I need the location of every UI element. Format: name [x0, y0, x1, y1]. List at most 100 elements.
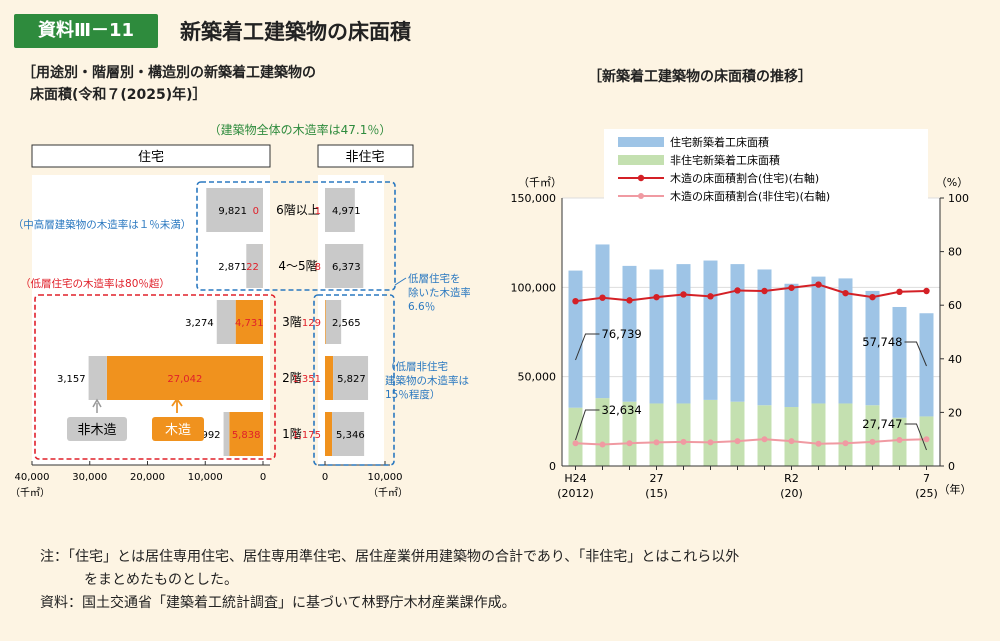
floor-category-label: 4～5階 — [278, 258, 317, 273]
nonwood-tag: 非木造 — [77, 423, 116, 438]
nonresidential-wood-bar — [325, 412, 333, 456]
right-y-tick-label: 100 — [948, 192, 969, 205]
wood-share-nonresidential-point — [923, 436, 930, 443]
residential-nonwood-bar — [223, 412, 230, 456]
legend-label: 非住宅新築着工床面積 — [670, 153, 780, 167]
x-tick-label-bottom: (20) — [780, 487, 803, 500]
residential-nonwood-bar — [88, 356, 107, 400]
nonresidential-wood-value: 1,175 — [292, 430, 321, 441]
nonresidential-area-bar — [676, 403, 691, 466]
nonresidential-nonwood-bar — [325, 188, 355, 232]
wood-share-residential-point — [869, 293, 876, 301]
low-rise-excl-note-line: 6.6％ — [408, 301, 435, 313]
nonresidential-nonwood-value: 5,827 — [337, 374, 366, 385]
wood-tag: 木造 — [165, 423, 191, 438]
nonresidential-area-bar — [622, 401, 637, 466]
wood-share-residential-line — [575, 283, 927, 303]
x-tick-label-top: 27 — [650, 472, 664, 485]
left-chart-subtitle: ［用途別・階層別・構造別の新築着工建築物の 床面積(令和７(2025)年)］ — [22, 62, 316, 106]
legend-label: 木造の床面積割合(住宅)(右軸) — [670, 171, 819, 185]
residential-area-bar — [811, 276, 826, 404]
annotation-residential-2012: 76,739 — [602, 327, 642, 341]
residential-wood-value: 5,838 — [232, 430, 261, 441]
x-tick-label-top: 7 — [923, 472, 930, 485]
page-title: 新築着工建築物の床面積 — [180, 20, 411, 44]
nonresidential-x-tick-label: 0 — [322, 472, 328, 483]
wood-share-residential-point — [599, 294, 606, 301]
nonresidential-area-bar — [784, 407, 799, 466]
nonresidential-nonwood-value: 2,565 — [332, 318, 361, 329]
mid-high-rise-callout — [196, 181, 396, 291]
nonresidential-area-bar — [730, 401, 745, 466]
residential-x-tick-label: 30,000 — [72, 472, 107, 483]
wood-share-residential-point — [572, 297, 579, 305]
right-y-tick-label: 40 — [948, 353, 962, 366]
annotation-leader — [575, 409, 600, 441]
wood-share-nonresidential-point — [572, 440, 579, 447]
residential-wood-value: 0 — [253, 206, 259, 217]
right-y-unit: （%） — [936, 176, 968, 189]
residential-wood-bar — [235, 300, 263, 344]
annotation-residential-2025: 57,748 — [862, 335, 902, 349]
legend-swatch-nonresidential — [618, 155, 664, 165]
nonresidential-nonwood-bar — [325, 300, 342, 344]
right-y-tick-label: 60 — [948, 299, 962, 312]
wood-share-nonresidential-point — [788, 438, 795, 445]
left-axis-unit: （千㎡） — [10, 487, 50, 499]
left-subtitle-line1: ［用途別・階層別・構造別の新築着工建築物の — [22, 65, 316, 81]
wood-share-residential-point — [653, 293, 660, 301]
nonresidential-area-bar — [838, 403, 853, 466]
mid-high-rise-note: （中高層建築物の木造率は１％未満） — [13, 218, 192, 231]
nonresidential-wood-value: 1 — [315, 206, 321, 217]
x-axis-unit: （年） — [939, 482, 972, 496]
wood-share-nonresidential-point — [842, 440, 849, 447]
legend-label: 住宅新築着工床面積 — [670, 135, 769, 149]
legend-swatch-residential — [618, 137, 664, 147]
low-rise-residential-note: （低層住宅の木造率は80％超） — [20, 277, 170, 290]
wood-share-nonresidential-point — [680, 438, 687, 445]
wood-share-nonresidential-point — [761, 436, 768, 443]
wood-share-nonresidential-point — [707, 439, 714, 446]
source-line: 資料：国土交通省「建築着工統計調査」に基づいて林野庁木材産業課作成。 — [40, 595, 516, 611]
left-y-tick-label: 150,000 — [511, 192, 557, 205]
residential-nonwood-value: 3,157 — [57, 374, 86, 385]
nonresidential-area-bar — [703, 399, 718, 466]
nonresidential-nonwood-bar — [332, 412, 365, 456]
note-line-cont: をまとめたものとした。 — [84, 572, 238, 588]
floor-area-trend-chart: 0 50,000 100,000 150,000 0 20 40 60 80 100 （千㎡） （%）… — [511, 129, 972, 500]
nonresidential-wood-value: 129 — [302, 318, 321, 329]
nonresidential-area-bar — [811, 403, 826, 466]
residential-area-bar — [676, 264, 691, 404]
wood-share-nonresidential-point — [815, 440, 822, 447]
residential-area-bar — [703, 260, 718, 400]
left-y-unit: （千㎡） — [518, 176, 562, 189]
residential-x-tick-label: 10,000 — [188, 472, 223, 483]
floor-category-label: 2階 — [282, 370, 302, 385]
residential-area-bar — [892, 306, 907, 418]
low-rise-nonresidential-callout — [313, 294, 395, 466]
nonresidential-nonwood-bar — [333, 356, 369, 400]
right-y-tick-label: 20 — [948, 406, 962, 419]
nonwood-tag-box — [67, 417, 127, 441]
x-tick-label-bottom: (2012) — [557, 487, 594, 500]
legend-swatch-wood-res-point — [637, 174, 645, 182]
low-rise-nonres-note-line: 建築物の木造率は — [385, 374, 469, 387]
nonwood-arrow — [92, 398, 102, 413]
right-y-tick-label: 80 — [948, 246, 962, 259]
residential-wood-bar — [229, 412, 263, 456]
left-subtitle-line2: 床面積(令和７(2025)年)］ — [30, 87, 207, 103]
low-rise-residential-callout — [34, 294, 276, 460]
left-y-tick-label: 0 — [549, 460, 556, 473]
annotation-leader — [904, 423, 927, 451]
low-rise-nonres-note-line: 15％程度） — [385, 388, 440, 401]
wood-share-residential-point — [761, 287, 768, 295]
residential-header: 住宅 — [138, 150, 164, 165]
residential-x-tick-label: 20,000 — [130, 472, 165, 483]
nonresidential-area-bar — [568, 407, 583, 466]
wood-share-nonresidential-point — [626, 440, 633, 447]
x-tick-label-bottom: (25) — [915, 487, 938, 500]
residential-area-bar — [838, 278, 853, 404]
nonresidential-nonwood-value: 4,971 — [332, 206, 361, 217]
